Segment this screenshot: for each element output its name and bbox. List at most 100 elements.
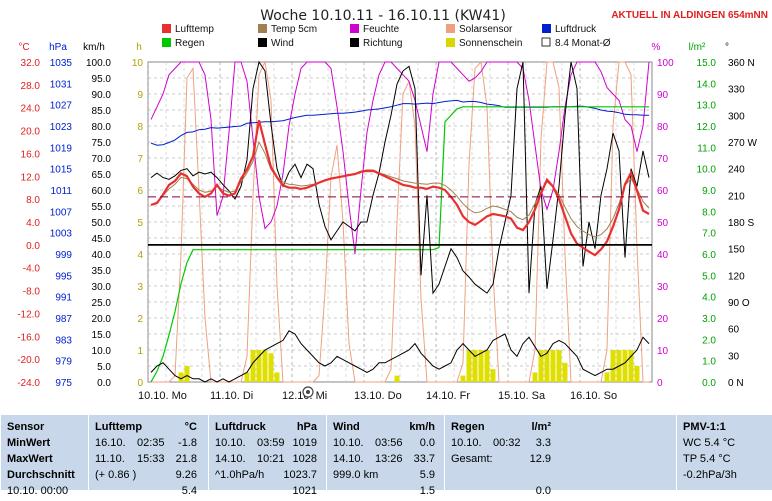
humidity-line xyxy=(150,61,650,255)
stats-value: 21.8 xyxy=(175,453,197,465)
axis-tick-label: 55.0 xyxy=(92,202,112,213)
stats-date: 16.10. xyxy=(95,437,126,449)
axis-tick-label: 70 xyxy=(657,154,669,165)
stats-date: 14.10. xyxy=(333,453,364,465)
stats-date: ^1.0hPa/h xyxy=(215,469,265,481)
axis-tick-label: 12.0 xyxy=(697,122,717,133)
axis-tick-label: 180 S xyxy=(728,218,754,229)
stats-value: 1028 xyxy=(292,453,317,465)
stats-time: 00:32 xyxy=(493,437,521,449)
sunshine-bar xyxy=(538,350,544,382)
axis-unit-pressure: hPa xyxy=(49,42,67,53)
scroll-handle-icon[interactable] xyxy=(302,386,314,398)
axis-tick-label: 15.0 xyxy=(92,330,112,341)
axis-unit-rain: l/m² xyxy=(689,42,706,53)
stats-value: 9.26 xyxy=(175,469,197,481)
legend-label: Regen xyxy=(175,38,204,49)
axis-tick-label: 28.0 xyxy=(21,81,41,92)
stats-header: Luftdruck xyxy=(215,421,266,433)
axis-tick-label: 1027 xyxy=(50,101,73,112)
axis-tick-label: 30 xyxy=(728,351,740,362)
legend-swatch xyxy=(258,38,267,47)
stats-header: Wind xyxy=(333,421,360,433)
stats-unit: °C xyxy=(184,421,197,433)
axis-tick-label: 12.0 xyxy=(21,172,41,183)
axis-ticks: 32.028.024.020.016.012.08.04.00.0-4.0-8.… xyxy=(17,58,757,389)
axis-tick-label: 35.0 xyxy=(92,266,112,277)
axis-tick-label: 2.0 xyxy=(702,335,716,346)
axis-tick-label: 8 xyxy=(137,122,143,133)
axis-tick-label: 0.0 xyxy=(97,378,111,389)
axis-tick-label: 6 xyxy=(137,186,143,197)
axis-tick-label: 1031 xyxy=(50,79,73,90)
axis-tick-label: 95.0 xyxy=(92,74,112,85)
sunshine-bar xyxy=(628,350,634,382)
legend-label: Luftdruck xyxy=(555,24,597,35)
x-axis-label: 11.10. Di xyxy=(210,390,253,400)
sunshine-bar xyxy=(268,353,274,382)
stats-unit: km/h xyxy=(409,421,435,433)
axis-tick-label: 15.0 xyxy=(697,58,717,69)
stats-header: PMV-1:1 xyxy=(683,421,726,433)
x-axis-label: 10.10. Mo xyxy=(138,390,187,400)
axis-tick-label: 70.0 xyxy=(92,154,112,165)
axis-tick-label: 1015 xyxy=(50,165,73,176)
location-label: AKTUELL IN ALDINGEN 654mNN xyxy=(611,10,768,21)
sunshine-bar xyxy=(478,350,484,382)
stats-value: 1023.7 xyxy=(283,469,317,481)
axis-tick-label: 20.0 xyxy=(21,127,41,138)
sunshine-bar xyxy=(460,375,466,382)
axis-tick-label: 8.0 xyxy=(702,207,716,218)
data-series xyxy=(148,60,652,383)
axis-tick-label: 975 xyxy=(55,378,72,389)
x-axis-label: 16.10. So xyxy=(570,390,617,400)
axis-tick-label: 10.0 xyxy=(92,346,112,357)
stats-time: 02:35 xyxy=(137,437,165,449)
axis-unit-wind: km/h xyxy=(83,42,105,53)
legend-swatch xyxy=(446,24,455,33)
stats-date: Gesamt: xyxy=(451,453,493,465)
stats-label: Durchschnitt xyxy=(7,469,75,481)
weather-chart: Woche 10.10.11 - 16.10.11 (KW41) AKTUELL… xyxy=(17,8,768,400)
axis-tick-label: 979 xyxy=(55,357,72,368)
axis-tick-label: 995 xyxy=(55,271,72,282)
wind-line xyxy=(150,330,650,383)
axis-tick-label: 1011 xyxy=(50,186,72,197)
axis-tick-label: 360 N xyxy=(728,58,755,69)
stats-date: 10.10. xyxy=(333,437,364,449)
stats-col-regen: Regen l/m² 10.10. 00:32 3.3 Gesamt: 12.9 0.0 xyxy=(444,415,557,497)
chart-title: Woche 10.10.11 - 16.10.11 (KW41) xyxy=(260,8,506,24)
stats-value: 1021 xyxy=(292,485,317,497)
axis-tick-label: 1003 xyxy=(50,229,73,240)
legend-swatch xyxy=(350,38,359,47)
sunshine-bar xyxy=(256,350,262,382)
stats-date: (+ 0.86 ) xyxy=(95,469,137,481)
legend-label: Solarsensor xyxy=(459,24,513,35)
axis-tick-label: 1 xyxy=(137,346,143,357)
axis-tick-label: 3 xyxy=(137,282,143,293)
chart-legend: Lufttemp Temp 5cm Feuchte Solarsensor Luftdr… xyxy=(162,24,611,49)
axis-tick-label: -24.0 xyxy=(17,378,40,389)
axis-tick-label: 90 O xyxy=(728,298,750,309)
stats-date: 11.10. xyxy=(95,453,125,465)
axis-unit-humidity: % xyxy=(652,42,661,53)
axis-tick-label: 5.0 xyxy=(702,271,716,282)
sunshine-bar xyxy=(250,350,256,382)
axis-tick-label: -4.0 xyxy=(23,264,41,275)
axis-tick-label: 85.0 xyxy=(92,106,112,117)
legend-swatch xyxy=(162,38,171,47)
axis-tick-label: 4.0 xyxy=(26,218,40,229)
stats-header: Regen xyxy=(451,421,485,433)
stats-value: 1.5 xyxy=(419,485,435,497)
stats-date: 999.0 km xyxy=(333,469,379,481)
axis-tick-label: 5 xyxy=(137,218,143,229)
legend-label: 8.4 Monat-Ø xyxy=(555,38,611,49)
sunshine-bar xyxy=(484,350,490,382)
axis-tick-label: 991 xyxy=(55,293,72,304)
axis-tick-label: 9 xyxy=(137,90,143,101)
axis-tick-label: 50.0 xyxy=(92,218,112,229)
sunshine-bar xyxy=(550,350,556,382)
axis-tick-label: 3.0 xyxy=(702,314,716,325)
axis-tick-label: 30 xyxy=(657,282,669,293)
axis-tick-label: 40 xyxy=(657,250,669,261)
